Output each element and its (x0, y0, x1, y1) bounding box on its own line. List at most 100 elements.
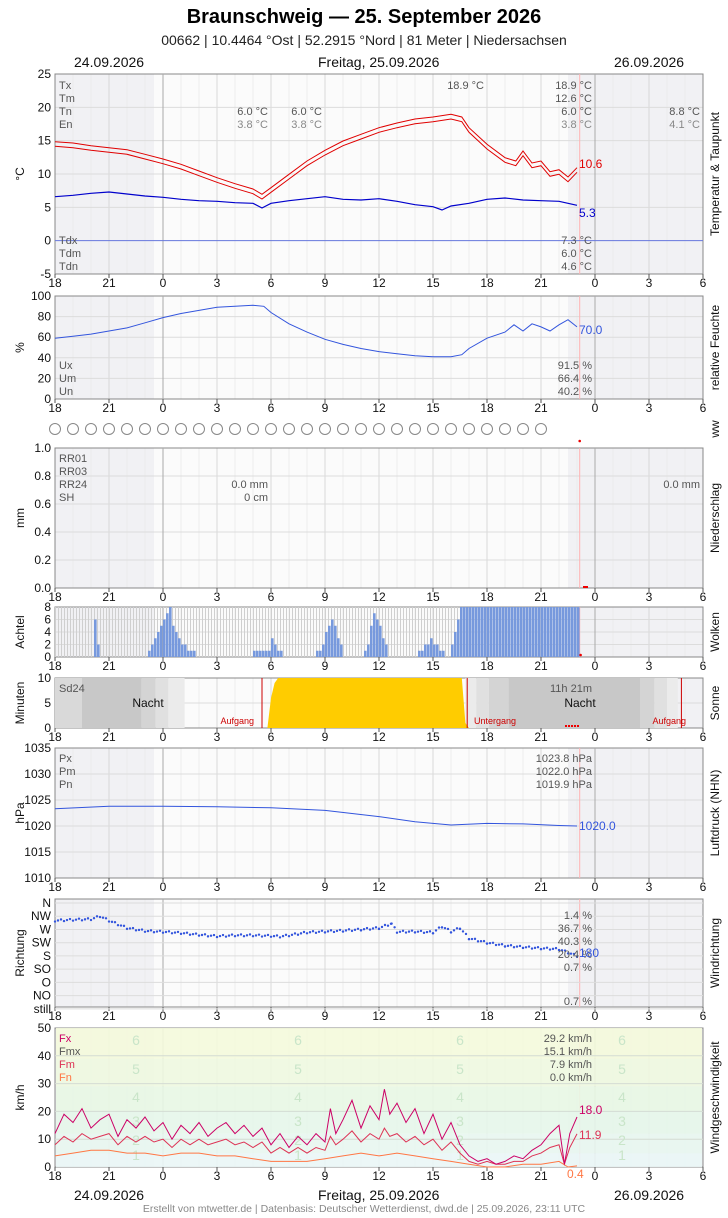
wind-stat-label: Fn (59, 1072, 72, 1084)
date-right: 26.09.2026 (614, 54, 685, 70)
last-temp-value: 10.6 (579, 157, 603, 171)
x-tick-label: 21 (102, 880, 116, 894)
x-tick-label: 0 (592, 1009, 599, 1023)
stat-label: Tn (59, 106, 72, 118)
wind-direction-point (557, 948, 561, 952)
beaufort-label: 4 (618, 1089, 626, 1105)
direction-percent: 20.4 % (558, 949, 592, 961)
y-tick-label: 8 (44, 600, 51, 614)
x-tick-label: 21 (534, 1009, 548, 1023)
x-tick-label: 0 (160, 1009, 167, 1023)
panel-title: Windgeschwindigkeit (708, 1041, 722, 1154)
day3-en: 4.1 °C (669, 119, 700, 131)
wind-direction-point (266, 933, 270, 937)
panel-title: Niederschlag (708, 483, 722, 553)
cloud-slot (232, 607, 233, 657)
y-tick-label: 0.8 (34, 469, 51, 483)
cloud-bar (364, 650, 367, 657)
cloud-bar (193, 650, 196, 657)
x-tick-label: 18 (480, 1169, 494, 1183)
y-tick-label: 1.0 (34, 441, 51, 455)
beaufort-label: 6 (294, 1032, 302, 1048)
cloud-slot (67, 607, 68, 657)
cloud-slot (145, 607, 146, 657)
x-tick-label: 21 (534, 1169, 548, 1183)
cloud-slot (439, 607, 440, 657)
y-tick-label: 1010 (24, 871, 51, 885)
x-tick-label: 9 (322, 401, 329, 415)
last-dew-value: 5.3 (579, 206, 596, 220)
panel-title: Windrichtung (708, 918, 722, 988)
pressure-stat-label: Pn (59, 779, 72, 791)
wind-direction-point (344, 929, 348, 932)
ww-symbol-icon (373, 423, 385, 435)
day2-snow: 0 cm (244, 492, 268, 504)
cloud-bar (547, 607, 550, 657)
cloud-bar (382, 638, 385, 657)
wind-direction-point (185, 931, 189, 934)
humidity-stat-label: Un (59, 386, 73, 398)
wind-direction-point (131, 926, 135, 930)
cloud-slot (187, 607, 188, 657)
cloud-slot (133, 607, 134, 657)
wind-direction-point (473, 937, 477, 941)
wind-direction-point (92, 916, 96, 920)
night-shading (568, 899, 703, 1007)
night-shading (55, 748, 154, 878)
x-tick-label: 0 (160, 1169, 167, 1183)
x-tick-label: 21 (534, 880, 548, 894)
x-tick-label: 18 (48, 659, 62, 673)
day2-en: 3.8 °C (561, 119, 592, 131)
wind-direction-point (464, 932, 468, 936)
humidity-stat-label: Um (59, 373, 76, 385)
wind-direction-point (428, 930, 432, 933)
cloud-bar (325, 632, 328, 657)
y-tick-label: 0 (44, 234, 51, 248)
cloud-bar (556, 607, 559, 657)
y-tick-label: 0 (44, 1160, 51, 1174)
cloud-bar (376, 619, 379, 657)
sunshine-area (267, 678, 469, 728)
date-row-top: 24.09.2026 Freitag, 25.09.2026 26.09.202… (0, 54, 728, 72)
wind-direction-point (98, 915, 102, 919)
x-tick-label: 18 (480, 276, 494, 290)
x-tick-label: 3 (214, 590, 221, 604)
cloud-bar (499, 607, 502, 657)
cloud-bar (262, 650, 265, 657)
x-tick-label: 6 (700, 276, 707, 290)
cloud-bar (379, 625, 382, 657)
wind-direction-point (239, 933, 243, 936)
last-pressure-value: 1020.0 (579, 819, 616, 833)
x-tick-label: 21 (534, 401, 548, 415)
wind-direction-point (140, 928, 144, 931)
cloud-bar (577, 607, 580, 657)
cloud-slot (238, 607, 239, 657)
x-tick-label: 0 (592, 659, 599, 673)
cloud-slot (235, 607, 236, 657)
y-tick-label: 0.4 (34, 525, 51, 539)
cloud-bar (319, 650, 322, 657)
cloud-slot (241, 607, 242, 657)
wind-direction-point (296, 933, 300, 936)
ww-symbol-icon (427, 423, 439, 435)
night-shading (55, 899, 154, 1007)
x-tick-label: 21 (534, 659, 548, 673)
x-tick-label: 21 (102, 1009, 116, 1023)
beaufort-label: 1 (618, 1147, 626, 1163)
cloud-slot (118, 607, 119, 657)
sun-now-marker (565, 725, 567, 727)
sunrise-label: Aufgang (652, 716, 686, 726)
cloud-bar (451, 644, 454, 657)
wind-direction-point (566, 952, 570, 955)
x-tick-label: 15 (426, 730, 440, 744)
day2-tm: 12.6 °C (555, 93, 592, 105)
x-tick-label: 18 (480, 880, 494, 894)
wind-direction-point (419, 929, 423, 933)
twilight-band (465, 678, 477, 728)
wind-direction-point (263, 934, 267, 937)
y-tick-label: 60 (38, 330, 52, 344)
wind-direction-point (497, 943, 501, 946)
cloud-slot (148, 607, 149, 657)
beaufort-label: 1 (132, 1147, 140, 1163)
wind-direction-point (245, 934, 249, 937)
